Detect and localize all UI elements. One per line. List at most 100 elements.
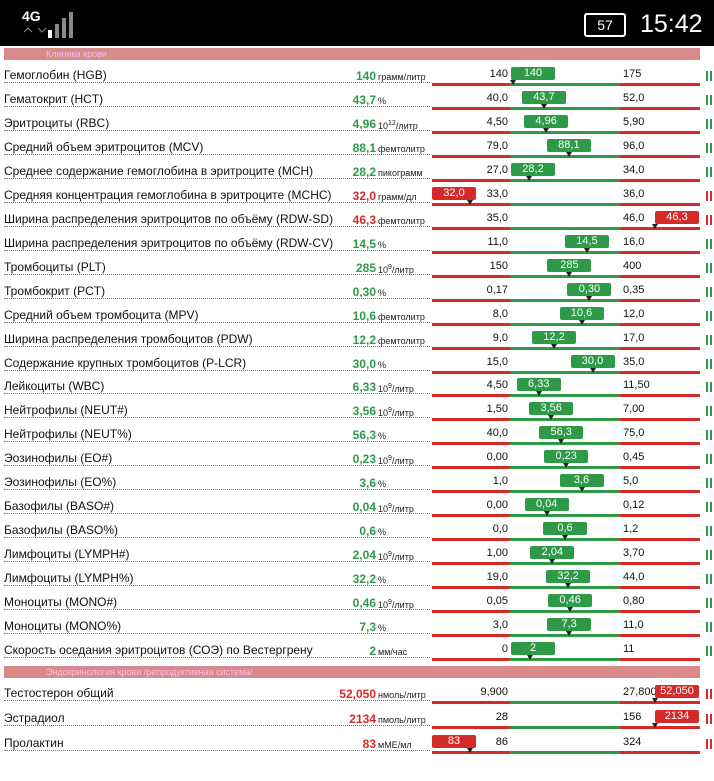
range-low: [432, 418, 510, 422]
range-high: [620, 586, 700, 590]
high-limit: 27,800: [623, 686, 657, 698]
range-normal: [510, 634, 620, 638]
high-limit: 44,0: [623, 571, 645, 584]
test-name: Пролактин: [4, 736, 64, 750]
low-limit: 1,00: [486, 547, 508, 560]
high-limit: 0,12: [623, 499, 645, 512]
range-normal: [510, 610, 620, 614]
low-limit: 40,0: [486, 427, 508, 440]
value-badge: 0,46: [548, 594, 593, 608]
leader: [4, 585, 430, 587]
range-high: [620, 538, 700, 542]
leader: [4, 700, 430, 701]
range-normal: [510, 346, 620, 350]
test-name: Ширина распределения эритроцитов по объё…: [4, 235, 334, 250]
value-badge: 7,3: [547, 618, 592, 632]
high-limit: 96,0: [623, 139, 645, 152]
unit-exp: 9: [388, 407, 392, 415]
result-value: 32,0: [352, 188, 376, 203]
value-badge: 2: [511, 642, 555, 656]
range-high: [620, 562, 700, 566]
high-limit: 16,0: [623, 235, 645, 248]
status-tick: [706, 382, 708, 393]
low-limit: 8,0: [492, 307, 508, 320]
result-value: 7,3: [359, 620, 376, 635]
test-name: Нейтрофилы (NEUT%): [4, 427, 132, 442]
leader: [4, 513, 430, 515]
result-value: 285: [355, 260, 376, 275]
unit-tail: /литр: [391, 504, 414, 515]
range-normal: [510, 418, 620, 422]
range-low: [432, 701, 510, 704]
range-high: [620, 701, 700, 704]
marker: [535, 391, 542, 397]
value-badge: 0,23: [544, 450, 589, 464]
low-limit: 4,50: [486, 379, 508, 392]
leader: [4, 657, 430, 659]
unit: %: [378, 239, 387, 250]
range-low: [432, 274, 510, 278]
marker: [548, 415, 555, 421]
range-normal: [510, 83, 620, 86]
low-limit: 0,17: [486, 283, 508, 296]
leader: [4, 725, 430, 726]
unit: пикограмм: [378, 167, 423, 178]
test-name: Лимфоциты (LYMPH#): [4, 547, 130, 562]
range-high: [620, 751, 700, 754]
range-high: [620, 490, 700, 494]
result-value: 46,3: [352, 212, 376, 227]
result-value: 30,0: [352, 356, 376, 371]
leader: [4, 417, 430, 419]
range-low: [432, 298, 510, 302]
range-normal: [510, 130, 620, 134]
range-low: [432, 586, 510, 590]
status-tick: [706, 454, 708, 465]
range-low: [432, 658, 510, 662]
high-limit: 35,0: [623, 355, 645, 368]
range-low: [432, 106, 510, 110]
result-value: 2: [369, 644, 376, 659]
status-tick: [706, 526, 708, 537]
range-normal: [510, 394, 620, 398]
value-badge: 3,56: [529, 402, 574, 416]
high-limit: 34,0: [623, 163, 645, 176]
range-high: [620, 178, 700, 182]
test-name: Среднее содержание гемоглобина в эритроц…: [4, 163, 314, 178]
marker: [527, 655, 533, 661]
range-high: [620, 418, 700, 422]
leader: [4, 465, 430, 467]
range-normal: [510, 726, 620, 729]
marker: [586, 295, 593, 301]
unit-tail: /литр: [391, 456, 414, 467]
unit: 109/литр: [378, 455, 414, 467]
unit-exp: 9: [388, 455, 392, 463]
high-limit: 1,2: [623, 523, 639, 536]
low-limit: 27,0: [486, 163, 508, 176]
range-normal: [510, 274, 620, 278]
range-normal: [510, 370, 620, 374]
leader: [4, 297, 430, 299]
unit-exp: 9: [388, 503, 392, 511]
unit: %: [378, 623, 387, 634]
high-limit: 3,70: [623, 547, 645, 560]
leader: [4, 153, 430, 155]
result-value: 32,2: [352, 572, 376, 587]
range-low: [432, 130, 510, 134]
range-low: [432, 178, 510, 182]
range-high: [620, 83, 700, 86]
marker: [551, 343, 557, 349]
marker: [563, 463, 570, 469]
low-limit: 35,0: [486, 211, 508, 224]
range-normal: [510, 154, 620, 158]
low-limit: 150: [489, 259, 508, 272]
unit-exp: 9: [388, 599, 392, 607]
leader: [4, 441, 430, 443]
range-low: [432, 226, 510, 230]
high-limit: 46,0: [623, 211, 645, 224]
result-value: 4,96: [352, 116, 376, 131]
high-limit: 175: [623, 68, 642, 80]
value-badge: 0,6: [543, 522, 587, 536]
range-low: [432, 490, 510, 494]
unit: %: [378, 527, 387, 538]
leader: [4, 105, 430, 107]
